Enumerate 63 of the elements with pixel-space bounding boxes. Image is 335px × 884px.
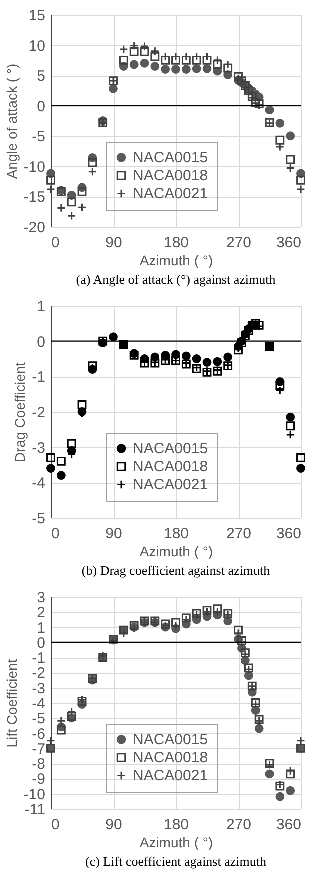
y-tick-label: -5 [32, 510, 46, 528]
x-tick-label: 90 [106, 816, 122, 834]
y-tick-label: 0 [37, 334, 46, 351]
x-tick-label: 0 [52, 816, 60, 834]
x-tick-label: 90 [106, 234, 122, 252]
x-tick-label: 0 [52, 526, 60, 542]
x-tick-label: 180 [164, 234, 190, 252]
legend-label: NACA0018 [133, 168, 208, 185]
legend-label: NACA0015 [133, 440, 208, 458]
y-tick-label: -5 [32, 710, 46, 728]
text: (b) Drag coefficient against azimuth [82, 563, 271, 578]
x-tick-label: 360 [276, 816, 302, 834]
legend-label: NACA0021 [133, 186, 208, 203]
y-tick-label: 1 [37, 298, 46, 316]
y-axis-title: Angle of attack ( °) [4, 64, 20, 180]
x-tick-label: 360 [276, 526, 302, 542]
y-axis-title: Lift Coefficient [4, 659, 20, 748]
y-tick-label: 0 [37, 98, 46, 116]
y-tick-label: -7 [32, 740, 46, 758]
y-tick-label: -3 [32, 440, 46, 457]
y-tick-label: -20 [24, 220, 46, 236]
legend-label: NACA0015 [133, 150, 208, 167]
y-tick-label: -10 [24, 786, 46, 804]
legend-label: NACA0021 [133, 476, 208, 494]
x-tick-label: 360 [276, 234, 302, 252]
y-tick-label: 1 [37, 620, 46, 637]
y-tick-label: -5 [32, 128, 46, 146]
y-tick-label: -1 [32, 650, 46, 668]
y-tick-label: -8 [32, 756, 46, 774]
y-tick-label: -1 [32, 369, 46, 386]
y-tick-label: -15 [24, 189, 46, 206]
y-tick-label: 2 [37, 604, 46, 622]
x-tick-label: 0 [52, 234, 60, 252]
y-tick-label: 15 [28, 8, 46, 24]
x-axis-title: Azimuth ( °) [140, 834, 214, 850]
text: (a) Angle of attack (°) against azimuth [76, 272, 276, 287]
y-tick-label: 0 [37, 634, 46, 652]
x-axis-title: Azimuth ( °) [140, 252, 214, 268]
legend-label: NACA0021 [133, 768, 208, 785]
y-tick-label: 3 [37, 590, 46, 606]
legend-label: NACA0018 [133, 458, 208, 476]
y-tick-label: -11 [24, 802, 46, 818]
x-tick-label: 270 [226, 526, 252, 542]
y-tick-label: -10 [24, 158, 46, 176]
y-axis-title: Drag Coefficient [12, 362, 28, 463]
text: (c) Lift coefficient against azimuth [86, 854, 267, 869]
y-tick-label: -4 [32, 696, 46, 712]
x-tick-label: 90 [106, 526, 122, 542]
y-tick-label: -4 [32, 475, 46, 492]
x-tick-label: 180 [164, 526, 190, 542]
y-tick-label: -2 [32, 404, 46, 422]
y-tick-label: 5 [37, 68, 46, 86]
x-axis-title: Azimuth ( °) [140, 544, 214, 560]
x-tick-label: 270 [226, 234, 252, 252]
y-tick-label: -2 [32, 665, 46, 682]
legend-label: NACA0018 [133, 750, 208, 767]
legend-label: NACA0015 [133, 732, 208, 749]
y-tick-label: -9 [32, 771, 46, 788]
y-tick-label: -6 [32, 726, 46, 743]
y-tick-label: 10 [28, 38, 46, 55]
x-tick-label: 270 [226, 816, 252, 834]
y-tick-label: -3 [32, 680, 46, 698]
x-tick-label: 180 [164, 816, 190, 834]
